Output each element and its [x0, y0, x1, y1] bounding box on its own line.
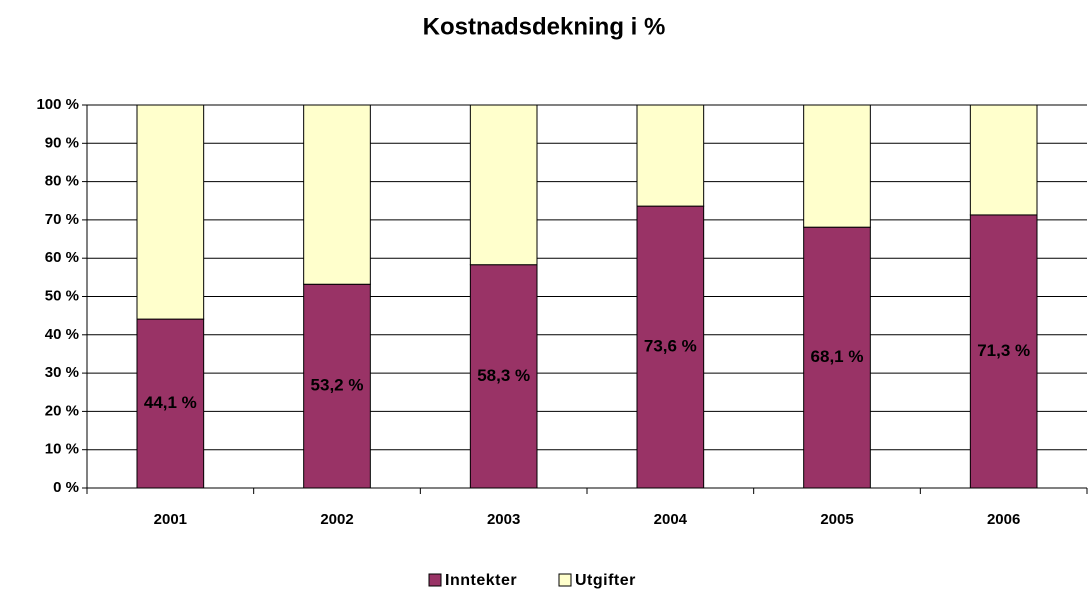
bar-segment	[969, 104, 1038, 216]
y-tick-label: 100 %	[36, 96, 79, 113]
y-tick-label: 20 %	[45, 402, 79, 419]
y-tick-label: 70 %	[45, 211, 79, 228]
bar-segment	[136, 104, 205, 320]
y-tick-label: 60 %	[45, 249, 79, 266]
data-label: 68,1 %	[811, 347, 864, 366]
bar-segment	[303, 283, 371, 489]
y-tick-label: 50 %	[45, 287, 79, 304]
bar-segment	[469, 104, 538, 266]
data-label: 53,2 %	[311, 376, 364, 395]
x-tick-label: 2001	[154, 511, 187, 528]
legend-label: Utgifter	[575, 572, 636, 589]
y-tick-label: 80 %	[45, 173, 79, 190]
chart-title: Kostnadsdekning i %	[423, 13, 666, 40]
bar-segment	[136, 318, 205, 489]
bar-segment	[803, 226, 871, 489]
y-tick-label: 40 %	[45, 326, 79, 343]
y-tick-label: 30 %	[45, 364, 79, 381]
y-tick-label: 10 %	[45, 441, 79, 458]
bar-segment	[803, 104, 871, 228]
bar-segment	[303, 104, 371, 285]
data-label: 73,6 %	[644, 337, 697, 356]
x-tick-label: 2002	[320, 511, 353, 528]
x-tick-label: 2004	[654, 511, 688, 528]
bar-segment	[636, 104, 705, 207]
x-tick-label: 2006	[987, 511, 1020, 528]
x-tick-label: 2003	[487, 511, 520, 528]
legend-label: Inntekter	[445, 572, 517, 589]
data-label: 58,3 %	[477, 366, 530, 385]
y-tick-label: 90 %	[45, 134, 79, 151]
bar-segment	[469, 264, 538, 489]
legend-swatch	[558, 573, 572, 587]
legend-swatch	[428, 573, 442, 587]
data-label: 71,3 %	[977, 341, 1030, 360]
y-tick-label: 0 %	[53, 479, 79, 496]
data-label: 44,1 %	[144, 393, 197, 412]
x-tick-label: 2005	[820, 511, 853, 528]
